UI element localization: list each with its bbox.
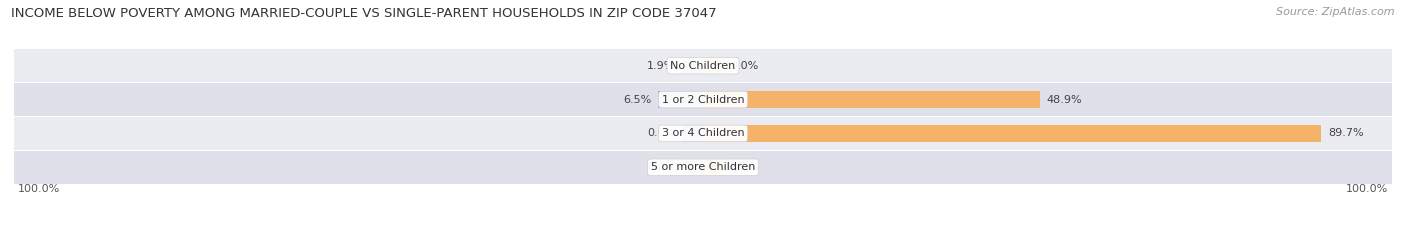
Text: 0.0%: 0.0% xyxy=(647,128,675,138)
Bar xyxy=(703,125,1322,142)
Bar xyxy=(682,125,703,142)
Bar xyxy=(14,49,1392,82)
Bar xyxy=(703,159,724,175)
Bar xyxy=(14,151,1392,184)
Text: 0.0%: 0.0% xyxy=(647,162,675,172)
Bar xyxy=(682,159,703,175)
Bar xyxy=(682,58,703,74)
Text: 6.5%: 6.5% xyxy=(623,95,651,105)
Text: 0.0%: 0.0% xyxy=(731,162,759,172)
Text: 1.9%: 1.9% xyxy=(647,61,675,71)
Text: 48.9%: 48.9% xyxy=(1047,95,1083,105)
Bar xyxy=(14,83,1392,116)
Bar xyxy=(703,58,724,74)
Text: 3 or 4 Children: 3 or 4 Children xyxy=(662,128,744,138)
Text: INCOME BELOW POVERTY AMONG MARRIED-COUPLE VS SINGLE-PARENT HOUSEHOLDS IN ZIP COD: INCOME BELOW POVERTY AMONG MARRIED-COUPL… xyxy=(11,7,717,20)
Text: 1 or 2 Children: 1 or 2 Children xyxy=(662,95,744,105)
Text: Source: ZipAtlas.com: Source: ZipAtlas.com xyxy=(1277,7,1395,17)
Bar xyxy=(14,117,1392,150)
Text: 100.0%: 100.0% xyxy=(17,184,59,194)
Text: No Children: No Children xyxy=(671,61,735,71)
Bar xyxy=(658,91,703,108)
Text: 89.7%: 89.7% xyxy=(1327,128,1364,138)
Text: 100.0%: 100.0% xyxy=(1347,184,1389,194)
Text: 5 or more Children: 5 or more Children xyxy=(651,162,755,172)
Text: 0.0%: 0.0% xyxy=(731,61,759,71)
Bar xyxy=(703,91,1040,108)
